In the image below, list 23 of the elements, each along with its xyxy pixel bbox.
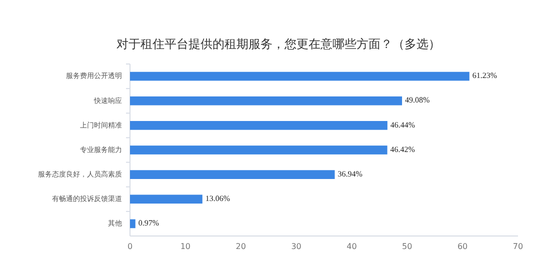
x-tick-label: 40 [346, 242, 357, 251]
data-label: 36.94% [338, 169, 363, 178]
x-tick-label: 0 [127, 242, 133, 251]
x-tick-label: 70 [512, 242, 524, 251]
data-label: 46.44% [390, 120, 416, 130]
data-label: 49.08% [405, 96, 430, 105]
bar [130, 219, 136, 228]
chart-title: 对于租住平台提供的租期服务，您更在意哪些方面？（多选） [116, 37, 440, 51]
bar [130, 72, 470, 81]
data-label: 61.23% [472, 71, 498, 80]
x-tick-label: 20 [236, 242, 246, 251]
bar [130, 146, 388, 154]
bar [130, 170, 335, 179]
bar [130, 96, 402, 106]
bar [130, 194, 202, 204]
data-label: 13.06% [205, 194, 230, 203]
x-tick-label: 60 [457, 242, 468, 251]
x-tick-label: 30 [291, 242, 302, 251]
x-tick-label: 10 [180, 242, 191, 251]
data-label: 0.97% [138, 218, 160, 228]
data-label: 46.42% [390, 144, 416, 154]
x-tick-label: 50 [402, 242, 412, 251]
bar [130, 121, 388, 130]
